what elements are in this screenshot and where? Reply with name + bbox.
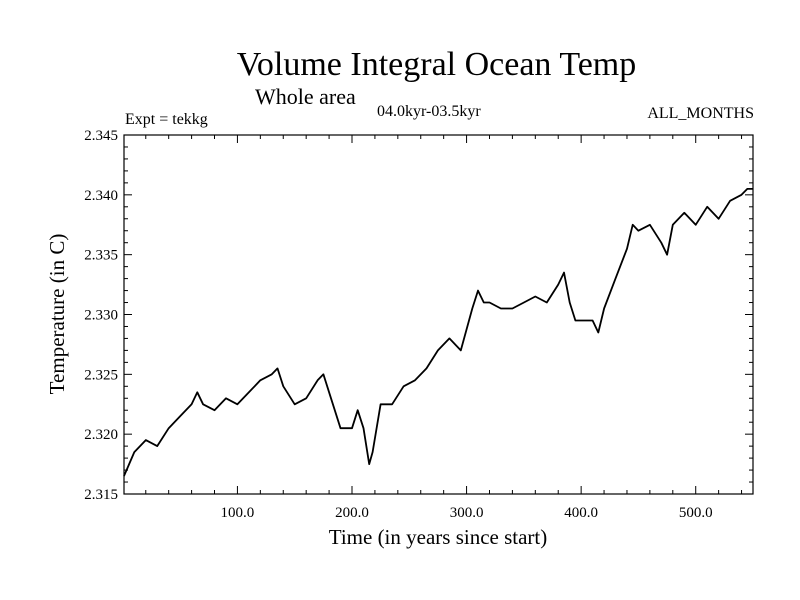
y-axis-ticks: 2.315 2.320 2.325 2.330 2.335 2.340 2.345: [84, 128, 753, 503]
period-label: 04.0kyr-03.5kyr: [377, 103, 481, 120]
series-line: [123, 188, 753, 477]
y-axis-label: Temperature (in C): [45, 234, 69, 395]
series-group: [123, 188, 753, 477]
x-tick-label: 500.0: [679, 505, 713, 521]
y-tick-label: 2.325: [84, 367, 118, 383]
x-tick-label: 300.0: [450, 505, 484, 521]
y-tick-label: 2.345: [84, 128, 118, 144]
experiment-label: Expt = tekkg: [125, 111, 208, 128]
y-tick-label: 2.330: [84, 308, 118, 324]
y-tick-label: 2.340: [84, 188, 118, 204]
x-axis-ticks: 100.0 200.0 300.0 400.0 500.0: [145, 135, 743, 521]
y-tick-label: 2.315: [84, 487, 118, 503]
x-tick-label: 400.0: [564, 505, 598, 521]
chart-title: Volume Integral Ocean Temp: [236, 46, 637, 83]
plot-frame: [123, 134, 754, 495]
x-tick-label: 200.0: [335, 505, 369, 521]
y-tick-label: 2.335: [84, 248, 118, 264]
chart-subtitle: Whole area: [255, 84, 356, 109]
x-tick-label: 100.0: [221, 505, 255, 521]
months-label: ALL_MONTHS: [647, 105, 754, 122]
x-axis-label: Time (in years since start): [329, 525, 548, 549]
y-tick-label: 2.320: [84, 427, 118, 443]
